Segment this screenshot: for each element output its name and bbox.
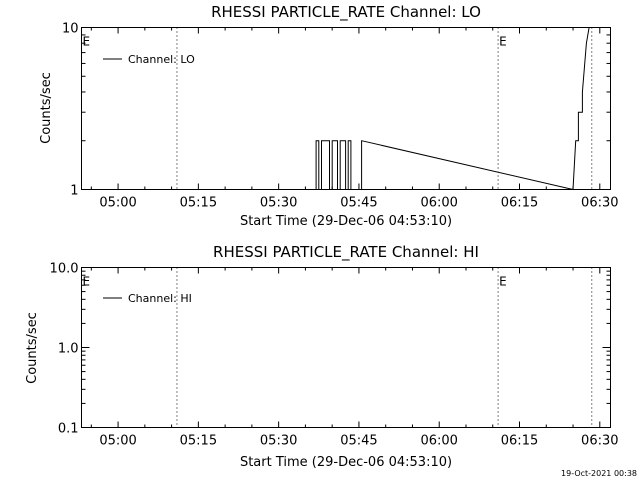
event-marker-label: E <box>83 275 91 289</box>
x-tick-label: 06:30 <box>581 196 618 211</box>
x-tick-label: 06:15 <box>501 434 538 449</box>
y-tick-label: 1 <box>70 184 78 199</box>
event-marker-label: E <box>499 35 507 49</box>
x-axis-ticks: 05:00 05:15 05:30 05:45 06:00 06:15 06:30 <box>90 267 619 449</box>
series-line <box>315 27 590 191</box>
x-tick-label: 05:45 <box>340 434 377 449</box>
legend: Channel: HI <box>103 292 192 305</box>
footer-timestamp: 19-Oct-2021 00:38 <box>561 469 637 478</box>
chart-title: RHESSI PARTICLE_RATE Channel: LO <box>211 3 481 22</box>
legend-label: Channel: HI <box>128 292 192 305</box>
panel-lo: RHESSI PARTICLE_RATE Channel: LO 1 10 05:… <box>39 3 619 229</box>
legend-label: Channel: LO <box>128 53 195 66</box>
x-tick-label: 06:30 <box>581 434 618 449</box>
y-tick-label: 0.1 <box>58 422 79 437</box>
x-axis-label: Start Time (29-Dec-06 04:53:10) <box>240 455 452 470</box>
x-tick-label: 05:15 <box>180 434 217 449</box>
event-marker-label: E <box>499 275 507 289</box>
x-tick-label: 05:00 <box>99 434 136 449</box>
x-tick-label: 05:45 <box>340 196 377 211</box>
x-axis-ticks: 05:00 05:15 05:30 05:45 06:00 06:15 06:30 <box>90 27 619 211</box>
x-tick-label: 05:00 <box>99 196 136 211</box>
y-axis-label: Counts/sec <box>39 72 54 144</box>
x-tick-label: 05:15 <box>180 196 217 211</box>
x-axis-label: Start Time (29-Dec-06 04:53:10) <box>240 214 452 229</box>
chart-title: RHESSI PARTICLE_RATE Channel: HI <box>213 243 479 262</box>
event-marker-label: E <box>83 35 91 49</box>
x-tick-label: 06:15 <box>501 196 538 211</box>
y-axis-label: Counts/sec <box>25 312 40 384</box>
y-tick-label: 1.0 <box>58 342 79 357</box>
y-axis-ticks: 1 10 <box>62 22 611 199</box>
legend: Channel: LO <box>103 53 195 66</box>
x-tick-label: 06:00 <box>420 196 457 211</box>
x-tick-label: 06:00 <box>420 434 457 449</box>
y-axis-ticks: 0.1 1.0 10.0 <box>50 262 611 437</box>
panel-hi: RHESSI PARTICLE_RATE Channel: HI 0.1 1.0 1… <box>25 243 619 470</box>
x-tick-label: 05:30 <box>260 434 297 449</box>
y-tick-label: 10.0 <box>50 262 79 277</box>
y-tick-label: 10 <box>62 22 79 37</box>
x-tick-label: 05:30 <box>260 196 297 211</box>
